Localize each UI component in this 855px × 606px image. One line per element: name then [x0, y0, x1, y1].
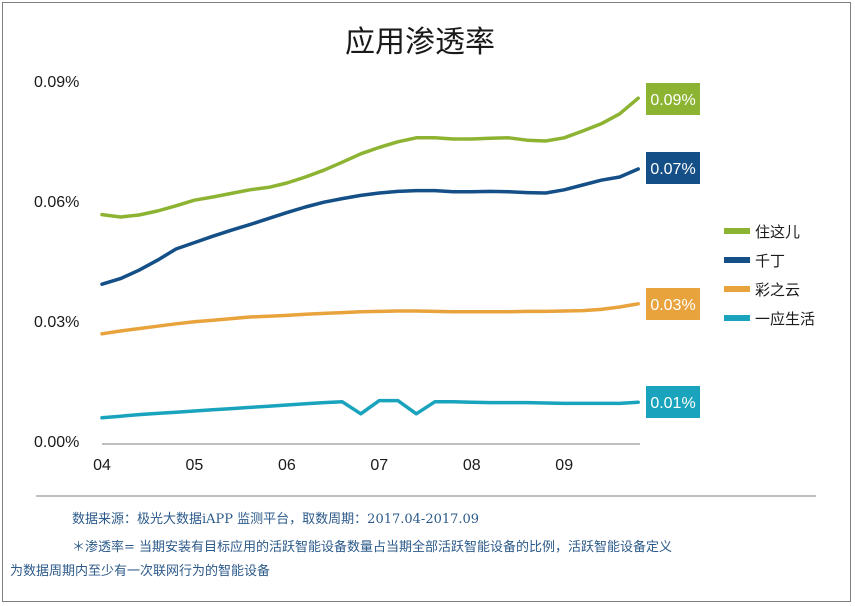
legend-label: 住这儿	[755, 223, 800, 241]
footnote-source: 数据来源：极光大数据iAPP 监测平台，取数周期：2017.04-2017.09	[72, 512, 480, 527]
end-value-badge: 0.03%	[646, 288, 700, 320]
y-tick-label: 0.00%	[34, 434, 79, 451]
end-value-label: 0.09%	[650, 92, 695, 109]
series-line	[100, 167, 640, 286]
y-tick-label: 0.03%	[34, 314, 79, 331]
end-value-badge: 0.07%	[646, 152, 700, 184]
series-line	[100, 398, 640, 420]
x-tick-label: 07	[370, 457, 388, 474]
legend-swatch	[724, 228, 750, 234]
end-value-label: 0.07%	[650, 161, 695, 178]
x-tick-label: 09	[555, 457, 573, 474]
legend-swatch	[724, 315, 750, 321]
end-value-label: 0.03%	[650, 297, 695, 314]
series-line	[100, 302, 640, 336]
series-line	[100, 96, 640, 219]
end-value-badge: 0.01%	[646, 386, 700, 418]
footnote-definition-line1: ＊渗透率= 当期安装有目标应用的活跃智能设备数量占当期全部活跃智能设备的比例，活…	[72, 540, 673, 555]
end-value-label: 0.01%	[650, 395, 695, 412]
end-value-badge-box	[646, 152, 700, 184]
end-value-badge-box	[646, 386, 700, 418]
footnote-definition-line2: 为数据周期内至少有一次联网行为的智能设备	[10, 564, 271, 579]
legend-label: 一应生活	[755, 310, 815, 328]
chart-title: 应用渗透率	[345, 25, 495, 60]
end-value-badge-box	[646, 83, 700, 115]
x-tick-label: 06	[278, 457, 296, 474]
legend-swatch	[724, 257, 750, 263]
legend-label: 彩之云	[755, 281, 800, 299]
legend-label: 千丁	[755, 252, 785, 270]
x-tick-label: 08	[463, 457, 481, 474]
end-value-badge-box	[646, 288, 700, 320]
legend-swatch	[724, 286, 750, 292]
x-tick-label: 04	[93, 457, 111, 474]
x-tick-label: 05	[186, 457, 204, 474]
y-tick-label: 0.09%	[34, 74, 79, 91]
y-tick-label: 0.06%	[34, 194, 79, 211]
end-value-badge: 0.09%	[646, 83, 700, 115]
